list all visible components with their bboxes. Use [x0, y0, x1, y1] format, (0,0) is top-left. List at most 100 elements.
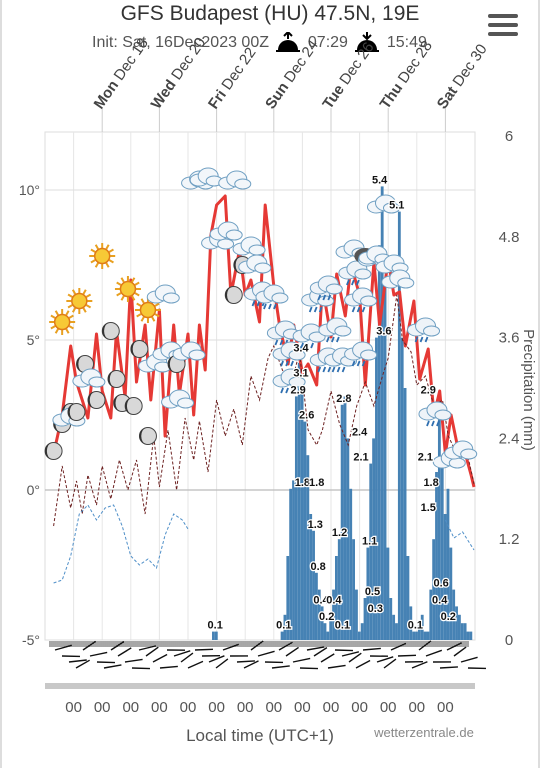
precip-bar	[412, 631, 416, 640]
precip-bar	[375, 337, 378, 640]
rain-drop	[280, 360, 284, 367]
sunset-time: 15:49	[386, 34, 427, 51]
moon-shadow	[113, 394, 121, 412]
series-lines	[52, 194, 476, 584]
rain-drop	[326, 336, 330, 343]
rain-drop	[361, 360, 366, 367]
sun-ray	[120, 295, 125, 301]
sun-ray	[67, 304, 73, 309]
wind-arrow	[278, 641, 294, 651]
sun-ray	[50, 314, 56, 319]
moon-icon	[124, 397, 143, 415]
precip-label: 1.8	[295, 477, 310, 489]
wind-base-bar	[45, 683, 475, 689]
cloud-icon	[146, 284, 180, 304]
rain-drop	[317, 366, 322, 373]
date-label: Fri Dec 22	[205, 44, 260, 112]
hamburger-menu-icon[interactable]	[488, 14, 518, 40]
rain-icon	[309, 275, 343, 301]
rain-drop	[263, 303, 267, 310]
hour-tick: 00	[180, 699, 197, 716]
y-tick-right: 0	[505, 632, 513, 649]
moon-shadow	[102, 322, 109, 340]
frost_line-line	[444, 519, 475, 551]
x-axis-label: Local time (UTC+1)	[186, 726, 334, 745]
precip-bar	[357, 631, 361, 640]
precip-label: 3.6	[376, 326, 391, 338]
wind-arrow	[306, 646, 325, 651]
rain-drop	[322, 366, 327, 373]
rain-drop	[313, 306, 318, 313]
rain-drop	[356, 360, 361, 367]
wind-arrow	[159, 665, 178, 669]
precip-label: 3.4	[293, 342, 309, 354]
cloud-icon	[209, 221, 243, 241]
rain-drop	[305, 342, 309, 349]
precip-bar	[366, 547, 370, 640]
precip-label: 1.8	[309, 477, 324, 489]
precip-label: 3.1	[293, 368, 308, 380]
hour-tick: 00	[208, 699, 225, 716]
precip-label: 0.5	[365, 586, 380, 598]
precip-label: 2.6	[299, 410, 314, 422]
wind-arrow	[460, 656, 478, 663]
moon-icon	[87, 391, 106, 409]
precip-bar	[297, 362, 301, 640]
sun-ray	[108, 259, 114, 264]
sun-icon	[49, 309, 76, 335]
y-tick-right: 6	[505, 128, 513, 145]
precip-bar	[212, 631, 215, 640]
precip-bar	[306, 455, 310, 640]
sun-disc	[139, 301, 157, 319]
moon-shadow	[139, 427, 146, 445]
precip-bar	[323, 623, 327, 640]
precip-bar	[300, 379, 304, 640]
precip-bar	[389, 598, 393, 640]
sun-ray	[116, 292, 122, 297]
precip-bar	[283, 614, 287, 640]
precip-bar	[403, 388, 407, 640]
moon-icon	[138, 427, 157, 445]
sun-ray	[54, 328, 60, 334]
wind-arrow	[54, 644, 72, 651]
wind-arrow	[180, 652, 194, 663]
sun-ray	[94, 262, 100, 268]
rain-drop	[351, 360, 356, 367]
precip-label: 1.2	[332, 527, 347, 539]
precip-label: 2.9	[290, 384, 305, 396]
precip-bar	[469, 631, 473, 640]
precip-bar	[280, 631, 284, 640]
sunset-icon	[355, 32, 380, 52]
precip-bar	[386, 547, 390, 640]
cloud-part	[288, 349, 306, 361]
precip-bar	[455, 606, 458, 640]
wind-arrow	[103, 664, 122, 669]
sun-disc	[53, 313, 71, 331]
wind-arrow	[82, 640, 96, 651]
cloud-part	[360, 295, 378, 307]
frost_line-line	[53, 504, 189, 584]
precip-bar	[460, 623, 464, 640]
precip-bar	[437, 396, 441, 640]
wind-arrow	[292, 657, 311, 663]
rain-icon	[418, 401, 452, 427]
axis-ticks: 10° 5° 0° -5° 6 4.8 3.6 2.4 1.2 0	[19, 128, 520, 649]
precip-bar	[420, 614, 424, 640]
precip-label: 0.4	[313, 594, 329, 606]
sun-ray	[50, 325, 56, 330]
precip-bar	[435, 472, 438, 640]
precip-bar	[326, 631, 330, 640]
date-label: Sun Dec 24	[262, 37, 322, 112]
rain-drop	[327, 366, 332, 373]
sun-ray	[116, 281, 122, 286]
precip-bar	[457, 614, 461, 640]
wind-arrow	[348, 652, 362, 663]
sun-ray	[90, 248, 96, 253]
sun-ray	[131, 295, 136, 301]
rain-drop	[290, 387, 294, 394]
precip-bar	[214, 631, 218, 640]
dewpoint-line	[53, 294, 475, 527]
rain-drop	[318, 306, 323, 313]
rain-icon	[255, 284, 289, 310]
wind-arrow	[68, 659, 87, 663]
